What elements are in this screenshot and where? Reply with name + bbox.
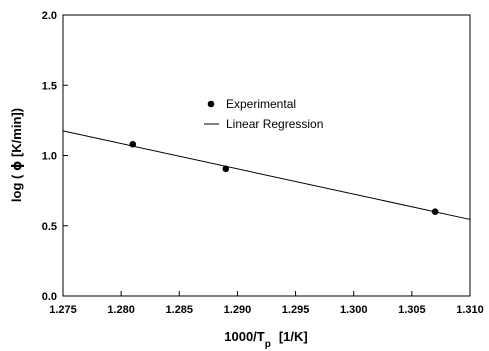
x-tick-label: 1.285 <box>166 304 194 316</box>
legend-label-regression: Linear Regression <box>226 117 323 131</box>
y-tick-label: 1.5 <box>42 80 57 92</box>
legend: Experimental Linear Regression <box>204 97 323 131</box>
regression-layer <box>62 130 471 220</box>
y-axis-ticks: 0.0 0.5 1.0 1.5 2.0 <box>42 10 68 303</box>
x-tick-label: 1.275 <box>49 304 77 316</box>
experimental-point <box>431 208 439 215</box>
y-tick-label: 0.5 <box>42 221 57 233</box>
x-axis-title-unit: [1/K] <box>279 329 308 344</box>
y-axis-title-symbol: ϕ <box>10 161 25 171</box>
y-tick-label: 2.0 <box>42 10 57 22</box>
legend-marker-experimental <box>207 100 215 108</box>
x-tick-label: 1.290 <box>224 304 252 316</box>
x-axis-title: 1000/Tp [1/K] <box>224 329 307 350</box>
x-tick-label: 1.300 <box>340 304 368 316</box>
regression-line <box>62 130 471 220</box>
y-tick-label: 0.0 <box>42 291 57 303</box>
y-axis-title: log ( ϕ [K/min]) <box>9 108 25 202</box>
x-axis-title-subscript: p <box>265 339 271 350</box>
legend-label-experimental: Experimental <box>226 97 296 111</box>
x-tick-label: 1.305 <box>398 304 426 316</box>
x-tick-label: 1.295 <box>282 304 310 316</box>
points-layer <box>129 140 439 215</box>
x-tick-label: 1.310 <box>456 304 484 316</box>
y-tick-label: 1.0 <box>42 151 57 163</box>
experimental-point <box>222 165 230 173</box>
y-axis-title-prefix: log ( <box>9 171 24 202</box>
y-axis-title-suffix: [K/min]) <box>9 108 24 161</box>
x-axis-title-main: 1000/T <box>224 329 265 344</box>
x-tick-label: 1.280 <box>107 304 135 316</box>
experimental-point <box>129 140 137 148</box>
plot-area-frame <box>62 14 471 297</box>
x-axis-ticks: 1.275 1.280 1.285 1.290 1.295 1.300 1.305 1.310 <box>49 291 484 316</box>
